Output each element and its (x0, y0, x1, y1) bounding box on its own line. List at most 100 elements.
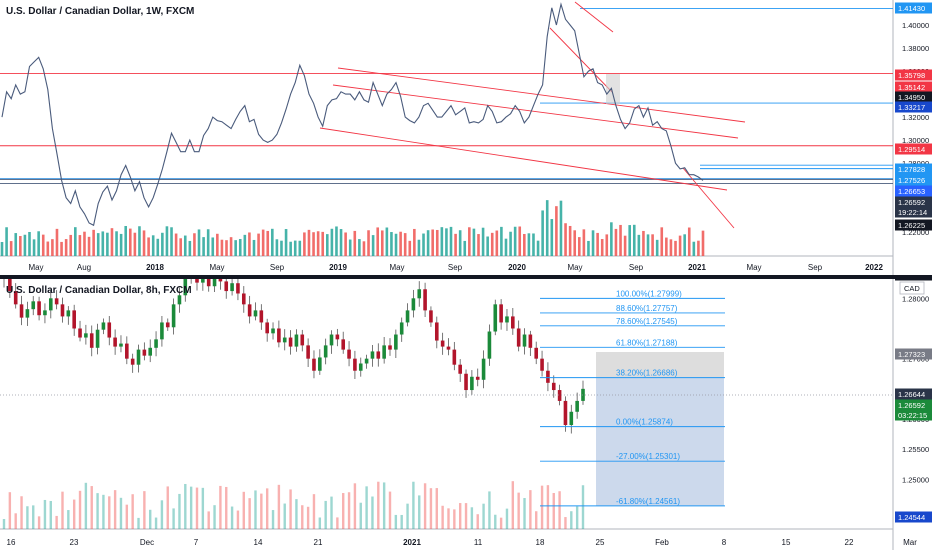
candle-body (440, 340, 445, 347)
price-badge (895, 511, 932, 523)
volume-bar (449, 226, 453, 256)
volume-bar (339, 229, 343, 256)
volume-bar (348, 239, 352, 256)
volume-bar (46, 241, 50, 256)
x-tick-label: Feb (655, 538, 669, 547)
intraday-chart-pane[interactable]: 100.00%(1.27999) 88.60%(1.27757) 78.60%(1.… (0, 279, 932, 550)
volume-bar (178, 493, 181, 529)
volume-bar (206, 229, 210, 256)
volume-bar (183, 235, 187, 256)
volume-bar (413, 228, 416, 256)
volume-bar (78, 235, 82, 256)
volume-bar (49, 500, 52, 529)
candle-body (481, 358, 486, 380)
x-tick-label: Sep (270, 263, 285, 272)
volume-bar (2, 519, 6, 529)
volume-bar (486, 236, 489, 256)
candle-body (405, 310, 410, 323)
candle-body (323, 345, 328, 358)
volume-bar (499, 517, 503, 529)
volume-bar (60, 241, 63, 256)
volume-bar (605, 234, 609, 256)
price-badge-label: 19:22:14 (898, 208, 927, 217)
volume-bar (207, 511, 210, 529)
x-tick-label: 2021 (403, 538, 421, 547)
candle-body (329, 334, 334, 346)
price-badge-label: 1.35798 (898, 71, 925, 80)
volume-bar (655, 239, 659, 256)
candle-body (48, 298, 53, 311)
volume-bar (101, 231, 105, 256)
volume-bar (359, 502, 362, 529)
candle-body (259, 310, 264, 323)
x-tick-label: 16 (7, 538, 16, 547)
candle-body (60, 304, 65, 317)
price-badge-label: 1.41430 (898, 4, 925, 13)
volume-bar (41, 234, 45, 256)
volume-bar (495, 230, 499, 256)
volume-bar (477, 234, 480, 256)
y-tick-label: 1.22000 (902, 228, 929, 237)
volume-bar (581, 485, 585, 529)
candle-body (464, 373, 468, 391)
volume-bar (529, 490, 532, 529)
volume-bar (195, 487, 199, 529)
volume-bar (336, 517, 339, 529)
volume-bar (193, 233, 196, 256)
channel-trendline (574, 1, 614, 33)
price-badge (895, 69, 932, 81)
volume-bar (283, 503, 286, 529)
candle-body (236, 283, 240, 294)
volume-bar (417, 239, 421, 256)
volume-bar (527, 233, 531, 256)
volume-bar (440, 227, 444, 256)
volume-bar (131, 494, 134, 529)
candle-body (78, 328, 82, 338)
candle-body (212, 279, 217, 287)
volume-bar (32, 239, 36, 256)
price-badge-label: 1.26592 (898, 198, 925, 207)
volume-bar (458, 230, 462, 256)
volume-bar (513, 226, 517, 256)
volume-bar (20, 496, 23, 529)
volume-bar (225, 240, 228, 256)
candle-body (148, 347, 153, 356)
candle-body (358, 363, 363, 371)
volume-bar (559, 200, 563, 256)
volume-bar (573, 230, 577, 256)
volume-bar (596, 232, 599, 256)
candle-body (417, 289, 422, 299)
volume-bar (555, 206, 558, 256)
volume-bar (651, 234, 654, 256)
volume-bar (344, 232, 347, 256)
weekly-chart-canvas[interactable]: 1.400001.380001.360001.340001.320001.300… (0, 0, 932, 275)
volume-bar (307, 229, 311, 256)
volume-bar (23, 234, 27, 256)
intraday-chart-canvas[interactable]: 100.00%(1.27999) 88.60%(1.27757) 78.60%(1.… (0, 279, 932, 550)
candle-body (470, 376, 474, 391)
volume-bar (505, 508, 509, 529)
target-zone-grey (596, 352, 724, 378)
candle-body (528, 334, 533, 348)
fib-level-label: 38.20%(1.26686) (616, 369, 678, 378)
volume-bar (371, 496, 374, 529)
volume-bar (166, 486, 169, 529)
volume-bar (165, 226, 169, 256)
volume-bar (665, 237, 668, 256)
weekly-chart-pane[interactable]: 1.400001.380001.360001.340001.320001.300… (0, 0, 932, 275)
volume-bar (701, 230, 705, 256)
price-badge-label: 1.28388 (898, 279, 925, 280)
volume-bar (216, 233, 219, 256)
price-badge (895, 101, 932, 113)
x-tick-label: May (28, 263, 43, 272)
candle-body (224, 281, 229, 292)
volume-bar (536, 240, 540, 256)
candle-body (499, 304, 503, 323)
volume-bar (600, 239, 604, 256)
volume-bar (138, 226, 141, 256)
volume-bar (532, 233, 535, 256)
candle-body (177, 295, 182, 305)
pane-divider[interactable] (0, 275, 932, 279)
volume-bar (447, 508, 450, 529)
volume-bar (564, 517, 567, 529)
